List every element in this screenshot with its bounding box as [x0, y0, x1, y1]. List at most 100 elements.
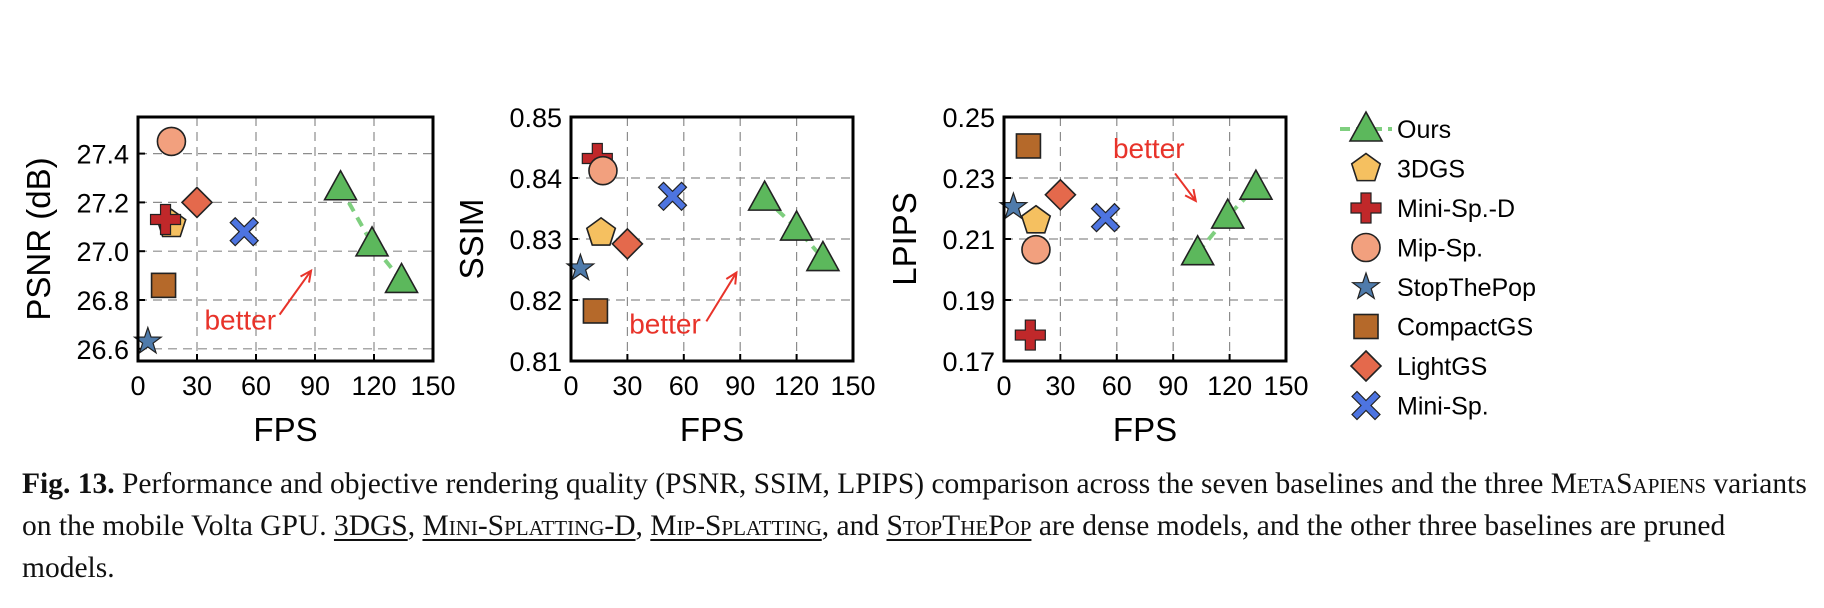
psnr-better-label: better — [204, 304, 276, 335]
psnr-xtick-label-0: 0 — [130, 371, 145, 401]
lpips-xtick-label-3: 90 — [1158, 371, 1188, 401]
ssim-ytick-label-2: 0.83 — [509, 225, 562, 255]
caption-metasapiens: MetaSapiens — [1550, 468, 1707, 500]
psnr-ytick-label-2: 27.0 — [76, 237, 129, 267]
ssim-point-lightgs-0 — [611, 227, 644, 261]
legend-compactgs-marker — [1353, 313, 1379, 340]
lpips-ytick-label-2: 0.21 — [942, 225, 995, 255]
psnr-point-mip-sp-0 — [156, 126, 187, 157]
ssim-x-axis-label: FPS — [680, 411, 744, 448]
ssim-ytick-label-4: 0.85 — [509, 103, 562, 133]
caption-ref-mipsplatting: Mip-Splatting — [650, 510, 822, 542]
caption-ref-3dgs: 3DGS — [333, 510, 408, 542]
caption-sep-1: , — [407, 510, 423, 542]
legend-mip-sp-label: Mip-Sp. — [1397, 235, 1483, 263]
legend-mini-sp-marker — [1351, 390, 1381, 421]
ssim-xtick-label-2: 60 — [669, 371, 699, 401]
psnr-ours-trend-line — [338, 186, 404, 282]
psnr-xtick-label-4: 120 — [351, 371, 396, 401]
lpips-xtick-label-1: 30 — [1045, 371, 1075, 401]
psnr-plot: 0 30 60 90 120 150 26.6 26.8 27.0 27.2 27.4 FPS PSNR… — [20, 115, 456, 448]
ssim-y-axis-label: SSIM — [453, 199, 490, 280]
psnr-ytick-label-0: 26.6 — [76, 335, 129, 365]
ssim-plot-frame — [569, 115, 855, 363]
psnr-x-axis-label: FPS — [253, 411, 317, 448]
lpips-point-mip-sp-0 — [1021, 234, 1051, 265]
legend: Ours 3DGS Mini-Sp.-D Mip-Sp. StopThePop Compa… — [1340, 110, 1536, 421]
psnr-point-compactgs-0 — [150, 272, 177, 299]
psnr-ytick-label-3: 27.2 — [76, 188, 129, 218]
legend-mip-sp-marker — [1351, 232, 1381, 263]
ssim-point-mip-sp-0 — [588, 155, 618, 186]
lpips-better-arrow-line — [1174, 172, 1197, 202]
lpips-xtick-label-4: 120 — [1207, 371, 1252, 401]
legend-mini-sp-d-marker — [1350, 192, 1382, 224]
lpips-x-axis-label: FPS — [1113, 411, 1177, 448]
legend-lightgs-marker — [1349, 349, 1383, 383]
ssim-point-ours-0 — [747, 179, 782, 211]
ssim-xtick-label-4: 120 — [774, 371, 819, 401]
legend-ours-label: Ours — [1397, 116, 1451, 144]
ssim-xtick-label-0: 0 — [563, 371, 578, 401]
lpips-point-lightgs-0 — [1044, 178, 1077, 211]
legend-lightgs-label: LightGS — [1397, 353, 1487, 381]
lpips-point-ours-0 — [1180, 234, 1215, 266]
legend-stopthepop-label: StopThePop — [1397, 274, 1536, 302]
ssim-point-compactgs-0 — [582, 298, 609, 324]
caption-ref-minisplatting-d: Mini-Splatting-D — [422, 510, 636, 542]
legend-mini-sp-label: Mini-Sp. — [1397, 393, 1489, 421]
lpips-plot: 0 30 60 90 120 150 0.17 0.19 0.21 0.23 0.25 FPS LPIP… — [886, 103, 1309, 448]
ssim-ytick-label-0: 0.81 — [509, 347, 562, 377]
psnr-better-arrow-head — [300, 268, 313, 283]
ssim-better-arrow-head — [725, 270, 738, 285]
lpips-y-axis-label: LPIPS — [886, 192, 923, 286]
lpips-point-3dgs-0 — [1020, 204, 1052, 234]
lpips-point-mini-sp-0 — [1090, 202, 1121, 233]
psnr-point-mini-sp-0 — [229, 216, 260, 247]
lpips-ytick-label-0: 0.17 — [942, 347, 995, 377]
caption-text-2: variants on the mobile Volta GPU. — [22, 468, 1807, 542]
psnr-point-lightgs-0 — [180, 186, 214, 219]
lpips-xtick-label-2: 60 — [1102, 371, 1132, 401]
lpips-ytick-label-1: 0.19 — [942, 286, 995, 316]
lpips-ytick-label-4: 0.25 — [942, 103, 995, 133]
caption-text-1: Performance and objective rendering qual… — [114, 468, 1551, 500]
psnr-xtick-label-5: 150 — [410, 371, 455, 401]
psnr-point-ours-0 — [323, 169, 358, 201]
ssim-ytick-label-1: 0.82 — [509, 286, 562, 316]
ssim-point-ours-1 — [779, 209, 814, 241]
ssim-point-3dgs-0 — [585, 216, 617, 246]
ssim-xtick-label-3: 90 — [725, 371, 755, 401]
psnr-xtick-label-1: 30 — [182, 371, 212, 401]
lpips-point-compactgs-0 — [1015, 133, 1042, 159]
legend-stopthepop-marker — [1350, 271, 1382, 300]
ssim-point-mini-sp-0 — [657, 181, 688, 212]
caption-sep-3: , and — [821, 510, 887, 542]
legend-compactgs-label: CompactGS — [1397, 314, 1533, 342]
psnr-y-axis-label: PSNR (dB) — [20, 157, 57, 320]
caption-figure-label: Fig. 13. — [22, 468, 115, 500]
figure-caption: Fig. 13. Performance and objective rende… — [22, 463, 1812, 589]
legend-mini-sp-d-label: Mini-Sp.-D — [1397, 195, 1515, 223]
psnr-point-ours-2 — [384, 261, 419, 294]
psnr-xtick-label-2: 60 — [241, 371, 271, 401]
psnr-ytick-label-4: 27.4 — [76, 140, 129, 170]
psnr-point-mini-sp-d-0 — [149, 203, 182, 236]
ssim-point-ours-2 — [805, 239, 841, 272]
lpips-better-arrow-head — [1184, 188, 1198, 203]
psnr-ytick-label-1: 26.8 — [76, 286, 129, 316]
lpips-point-mini-sp-d-0 — [1014, 319, 1046, 351]
caption-sep-2: , — [635, 510, 651, 542]
psnr-point-ours-1 — [354, 225, 390, 257]
caption-text-3: are dense models, and the other three ba… — [22, 510, 1726, 584]
lpips-ytick-label-3: 0.23 — [942, 164, 995, 194]
lpips-plot-frame — [1002, 115, 1288, 363]
lpips-xtick-label-5: 150 — [1263, 371, 1308, 401]
ssim-ytick-label-3: 0.84 — [509, 164, 562, 194]
psnr-plot-frame — [136, 115, 435, 363]
lpips-better-label: better — [1113, 133, 1185, 164]
ssim-plot: 0 30 60 90 120 150 0.81 0.82 0.83 0.84 0.85 FPS SSIM… — [453, 103, 876, 448]
ssim-xtick-label-5: 150 — [830, 371, 875, 401]
ssim-better-arrow-line — [705, 272, 738, 322]
